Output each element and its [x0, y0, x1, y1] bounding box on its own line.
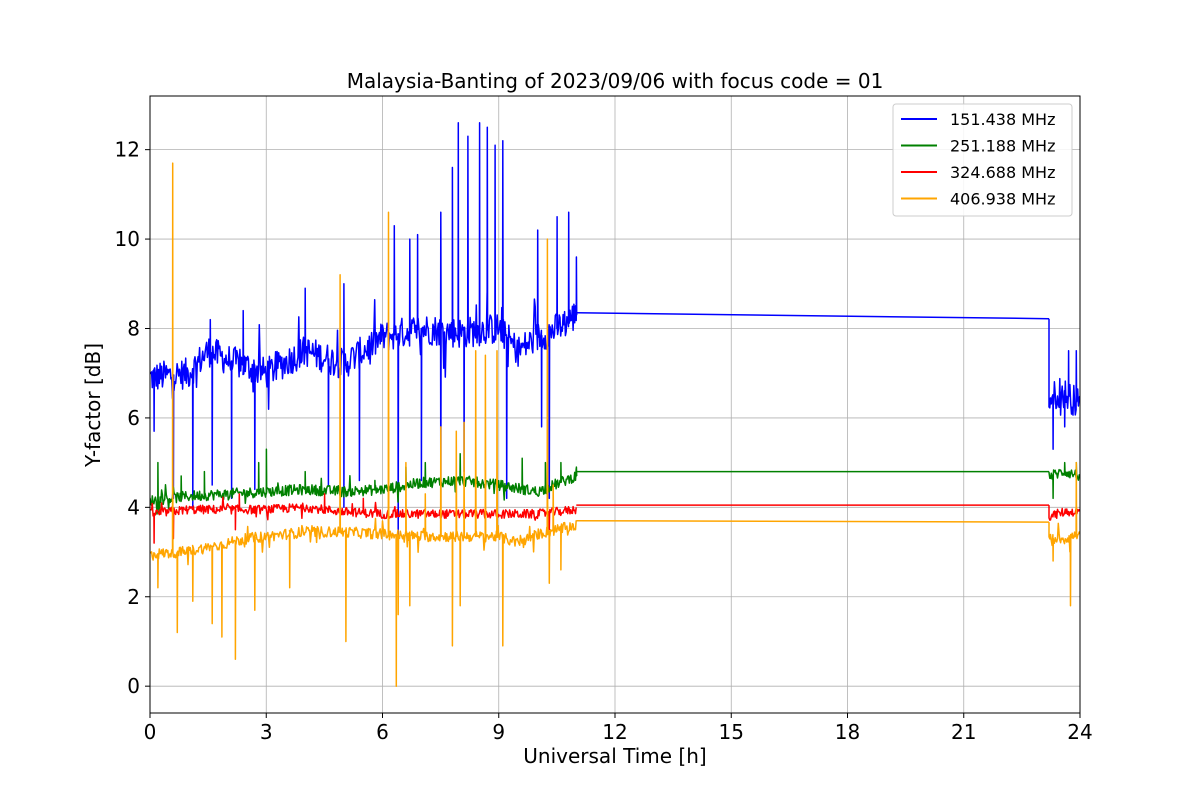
series-line — [150, 448, 578, 516]
x-tick-label: 15 — [719, 720, 744, 744]
x-tick-label: 9 — [492, 720, 505, 744]
series-gap-line — [576, 312, 1050, 320]
y-tick-label: 12 — [115, 138, 140, 162]
series-line — [150, 122, 578, 553]
x-tick-label: 12 — [602, 720, 627, 744]
x-tick-label: 21 — [951, 720, 976, 744]
x-tick-label: 0 — [144, 720, 157, 744]
legend-box — [892, 103, 1073, 217]
x-tick-label: 3 — [260, 720, 273, 744]
y-tick-label: 0 — [127, 674, 140, 698]
series-tail-line — [1048, 461, 1080, 607]
y-axis: 0 2 4 6 8 10 12 — [115, 138, 150, 698]
y-tick-label: 2 — [127, 585, 140, 609]
x-tick-label: 6 — [376, 720, 389, 744]
y-tick-label: 4 — [127, 495, 140, 519]
legend-label: 324.688 MHz — [950, 163, 1055, 182]
y-tick-label: 6 — [127, 406, 140, 430]
x-axis-label: Universal Time [h] — [523, 744, 706, 768]
series-tail-line — [1048, 318, 1080, 450]
x-tick-label: 18 — [835, 720, 860, 744]
x-tick-label: 24 — [1067, 720, 1092, 744]
series-tail-line — [1048, 505, 1080, 521]
y-axis-label: Y-factor [dB] — [81, 343, 105, 468]
x-axis: 0 3 6 9 12 15 18 21 24 — [144, 713, 1093, 744]
series-line — [150, 162, 577, 687]
series-line — [150, 493, 577, 544]
series-gap-line — [576, 519, 1050, 523]
y-tick-label: 8 — [127, 316, 140, 340]
series-324-688-mhz — [150, 493, 1080, 544]
legend-label: 406.938 MHz — [950, 190, 1055, 209]
y-tick-label: 10 — [115, 227, 140, 251]
series-group — [150, 122, 1080, 687]
chart-title: Malaysia-Banting of 2023/09/06 with focu… — [347, 69, 884, 93]
series-151-438-mhz — [150, 122, 1080, 553]
legend-label: 151.438 MHz — [950, 110, 1055, 129]
legend-label: 251.188 MHz — [950, 137, 1055, 156]
legend: 151.438 MHz 251.188 MHz 324.688 MHz 406.938… — [892, 103, 1073, 217]
series-406-938-mhz — [150, 162, 1080, 687]
